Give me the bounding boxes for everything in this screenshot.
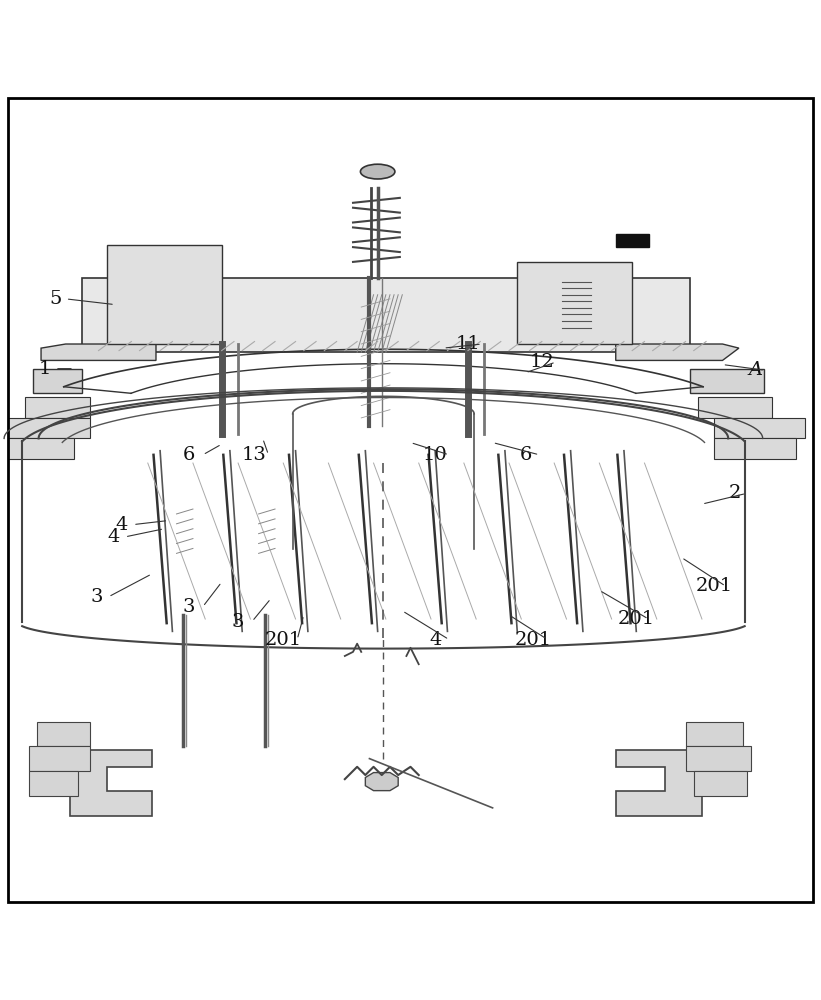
- Polygon shape: [616, 750, 702, 816]
- Polygon shape: [686, 746, 751, 771]
- Text: 201: 201: [515, 631, 553, 649]
- Ellipse shape: [360, 164, 395, 179]
- Text: 201: 201: [695, 577, 733, 595]
- Text: 10: 10: [423, 446, 447, 464]
- Polygon shape: [365, 773, 398, 791]
- Polygon shape: [714, 438, 796, 459]
- Text: 4: 4: [107, 528, 120, 546]
- Polygon shape: [25, 397, 90, 418]
- Polygon shape: [70, 750, 152, 816]
- FancyBboxPatch shape: [616, 234, 649, 247]
- Polygon shape: [8, 418, 90, 438]
- FancyBboxPatch shape: [82, 278, 690, 352]
- Text: 4: 4: [115, 516, 128, 534]
- Text: 1: 1: [39, 360, 52, 378]
- Text: 3: 3: [232, 613, 245, 631]
- Text: 13: 13: [242, 446, 267, 464]
- Text: 2: 2: [728, 484, 741, 502]
- FancyBboxPatch shape: [107, 245, 222, 344]
- Text: 5: 5: [49, 290, 62, 308]
- Polygon shape: [694, 771, 747, 796]
- Polygon shape: [33, 369, 82, 393]
- Text: 201: 201: [264, 631, 302, 649]
- Polygon shape: [29, 771, 78, 796]
- Text: 4: 4: [429, 631, 442, 649]
- FancyBboxPatch shape: [517, 262, 632, 344]
- Polygon shape: [29, 746, 90, 771]
- Text: 3: 3: [90, 588, 103, 606]
- Polygon shape: [37, 722, 90, 746]
- Text: 11: 11: [456, 335, 480, 353]
- Polygon shape: [8, 438, 74, 459]
- Polygon shape: [698, 397, 772, 418]
- Text: 6: 6: [519, 446, 532, 464]
- Text: A: A: [748, 361, 763, 379]
- Polygon shape: [41, 344, 156, 360]
- Polygon shape: [714, 418, 805, 438]
- Text: 12: 12: [530, 353, 554, 371]
- Polygon shape: [686, 722, 743, 746]
- Text: 3: 3: [182, 598, 195, 616]
- Text: 6: 6: [182, 446, 195, 464]
- Polygon shape: [690, 369, 764, 393]
- Polygon shape: [616, 344, 739, 360]
- Text: 201: 201: [617, 610, 655, 628]
